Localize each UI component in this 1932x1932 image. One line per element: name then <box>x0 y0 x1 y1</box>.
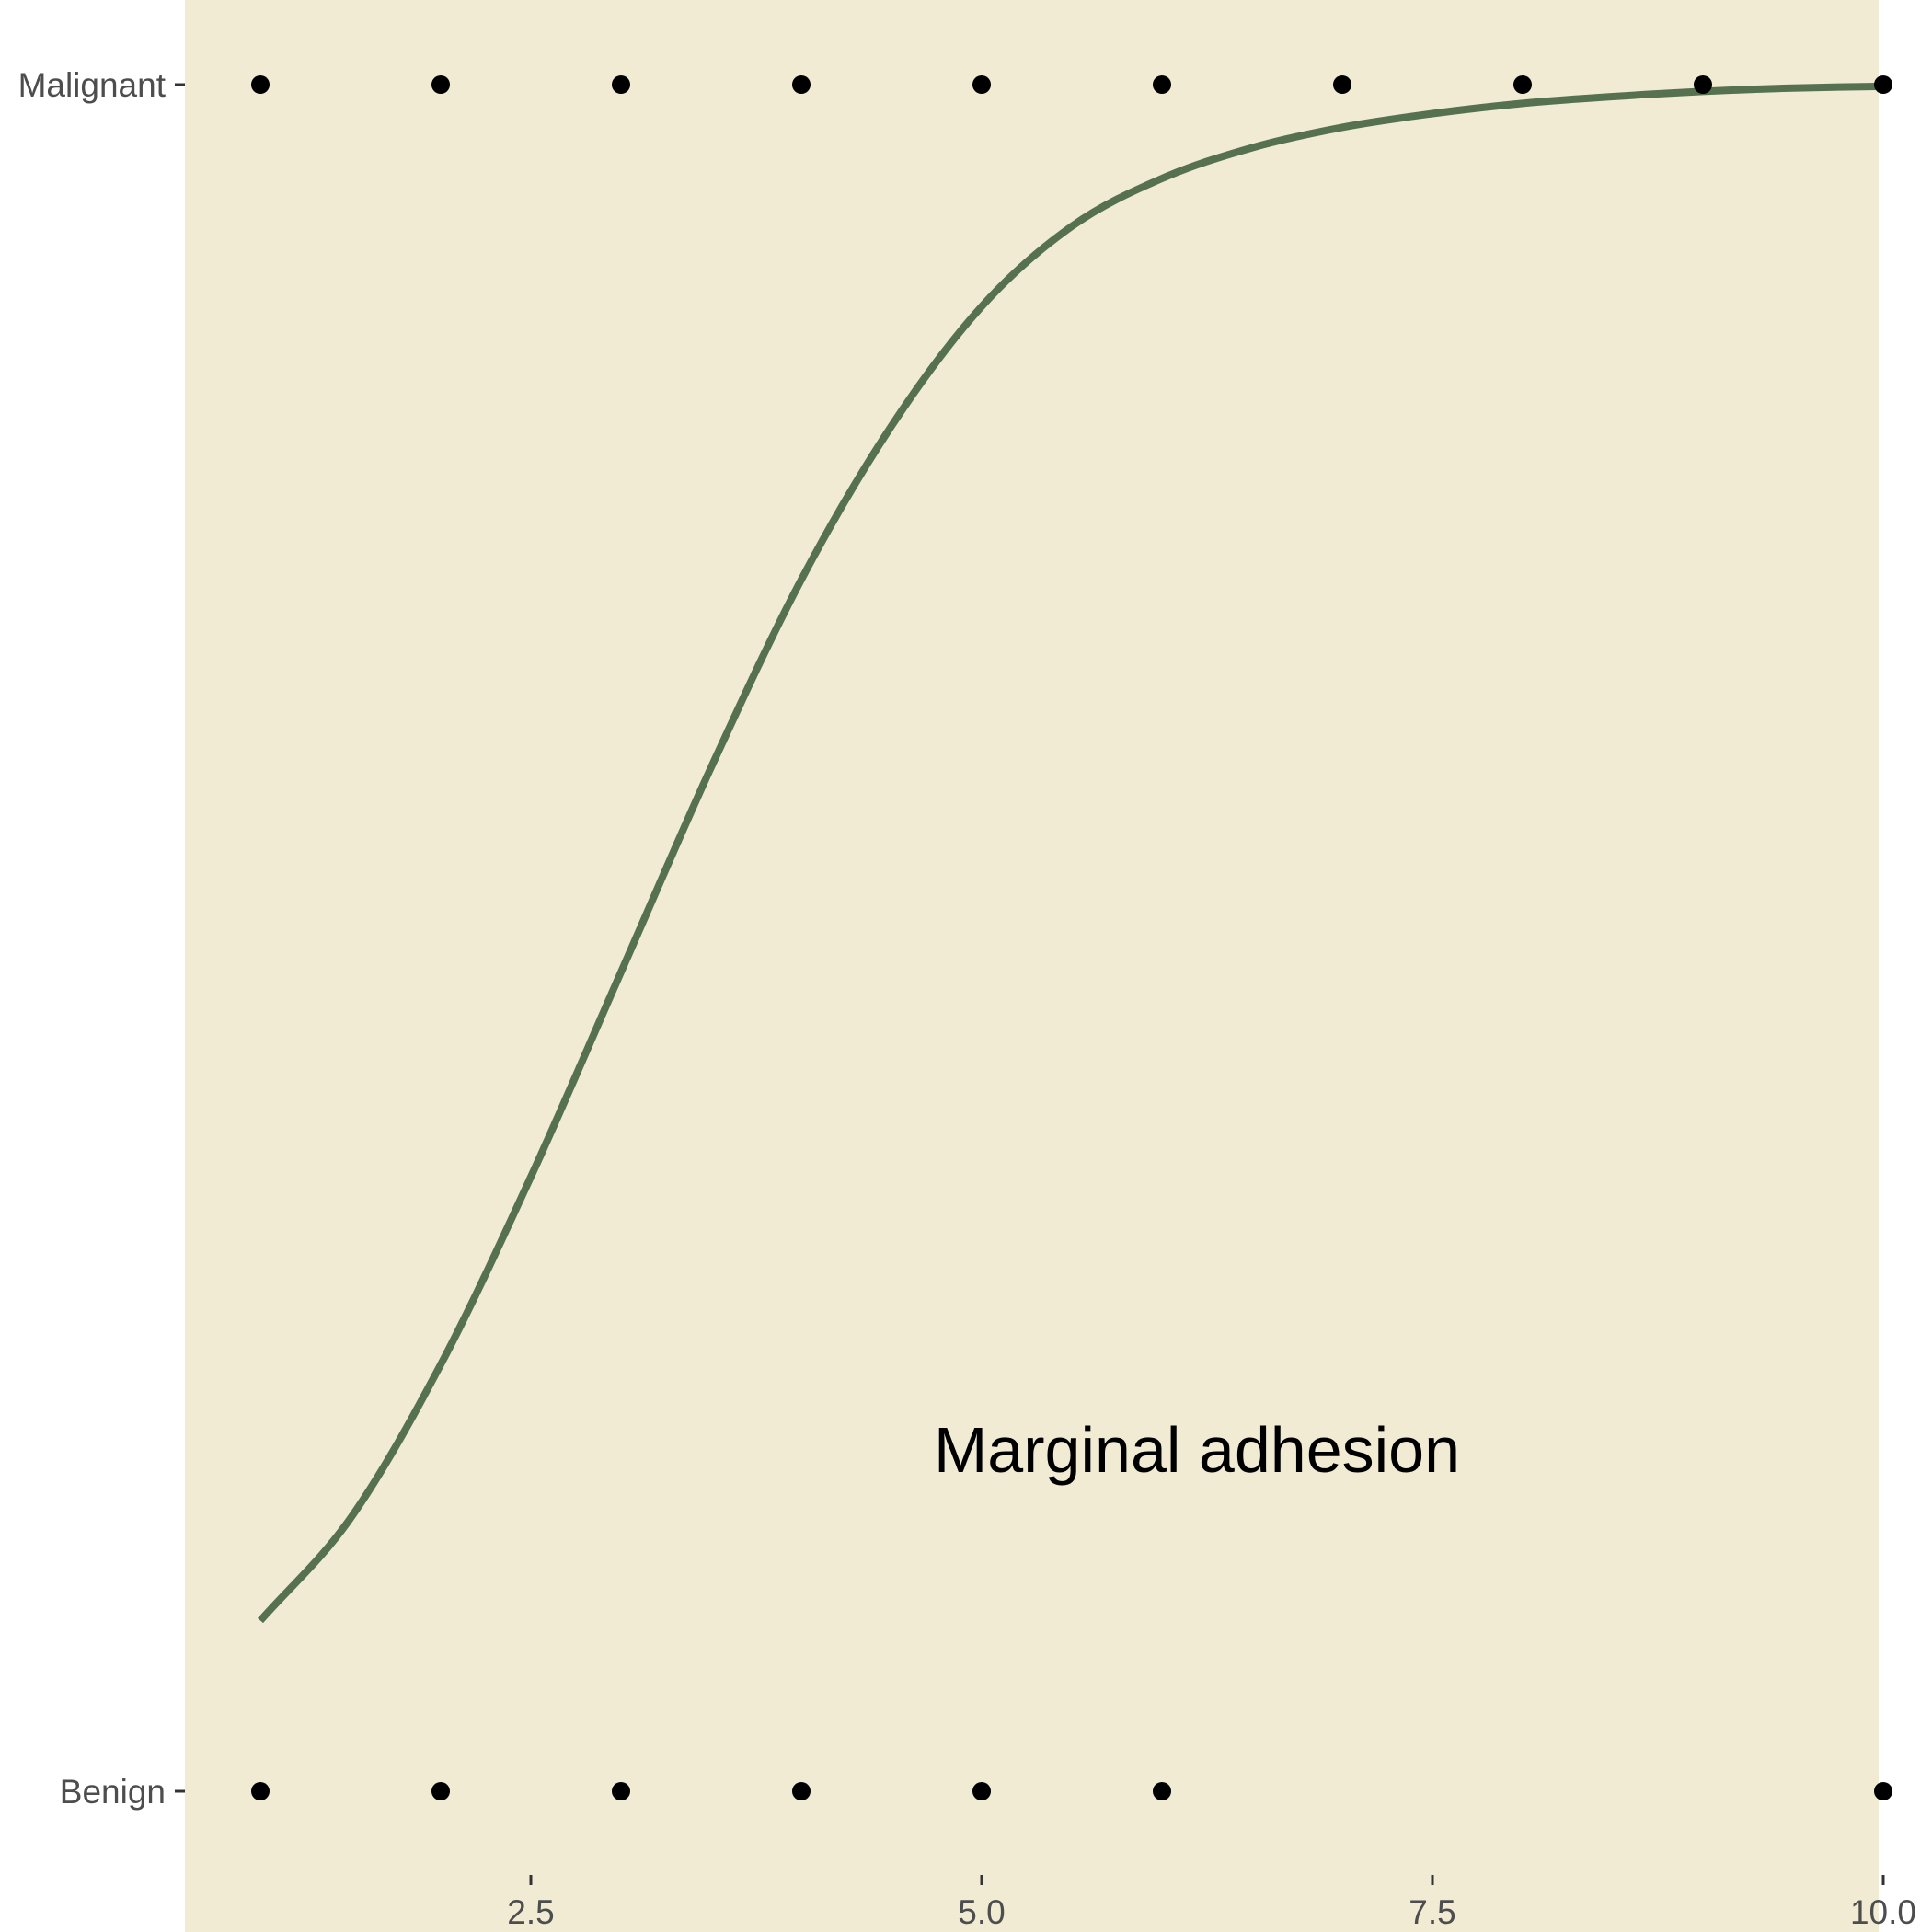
x-tick-label-3: 10.0 <box>1850 1893 1916 1931</box>
x-tick-label-1: 5.0 <box>958 1893 1005 1931</box>
data-point-benign-11 <box>431 1782 450 1800</box>
x-tick-label-0: 2.5 <box>507 1893 554 1931</box>
fitted-logistic-curve <box>257 82 1884 1624</box>
data-point-malignant-3 <box>792 75 811 94</box>
y-axis-labels: Benign Malignant <box>18 66 167 1811</box>
data-point-benign-16 <box>1874 1782 1892 1800</box>
y-tick-label-malignant: Malignant <box>18 66 167 104</box>
axis-ticks <box>175 83 1885 1885</box>
data-point-malignant-7 <box>1513 75 1532 94</box>
data-points-layer <box>251 75 1892 1800</box>
fitted-curve-layer <box>257 82 1884 1624</box>
data-point-benign-14 <box>972 1782 991 1800</box>
x-axis-labels: 2.5 5.0 7.5 10.0 <box>507 1893 1916 1931</box>
data-point-benign-15 <box>1153 1782 1171 1800</box>
data-point-malignant-1 <box>431 75 450 94</box>
data-point-benign-12 <box>612 1782 630 1800</box>
data-point-malignant-6 <box>1333 75 1351 94</box>
data-point-benign-13 <box>792 1782 811 1800</box>
data-point-malignant-9 <box>1874 75 1892 94</box>
data-point-malignant-5 <box>1153 75 1171 94</box>
data-point-malignant-0 <box>251 75 270 94</box>
data-point-malignant-4 <box>972 75 991 94</box>
x-tick-label-2: 7.5 <box>1409 1893 1455 1931</box>
data-point-malignant-2 <box>612 75 630 94</box>
plot-panel <box>185 0 1879 1932</box>
data-point-malignant-8 <box>1694 75 1712 94</box>
y-tick-label-benign: Benign <box>60 1773 166 1811</box>
chart-annotation: Marginal adhesion <box>934 1414 1460 1486</box>
data-point-benign-10 <box>251 1782 270 1800</box>
